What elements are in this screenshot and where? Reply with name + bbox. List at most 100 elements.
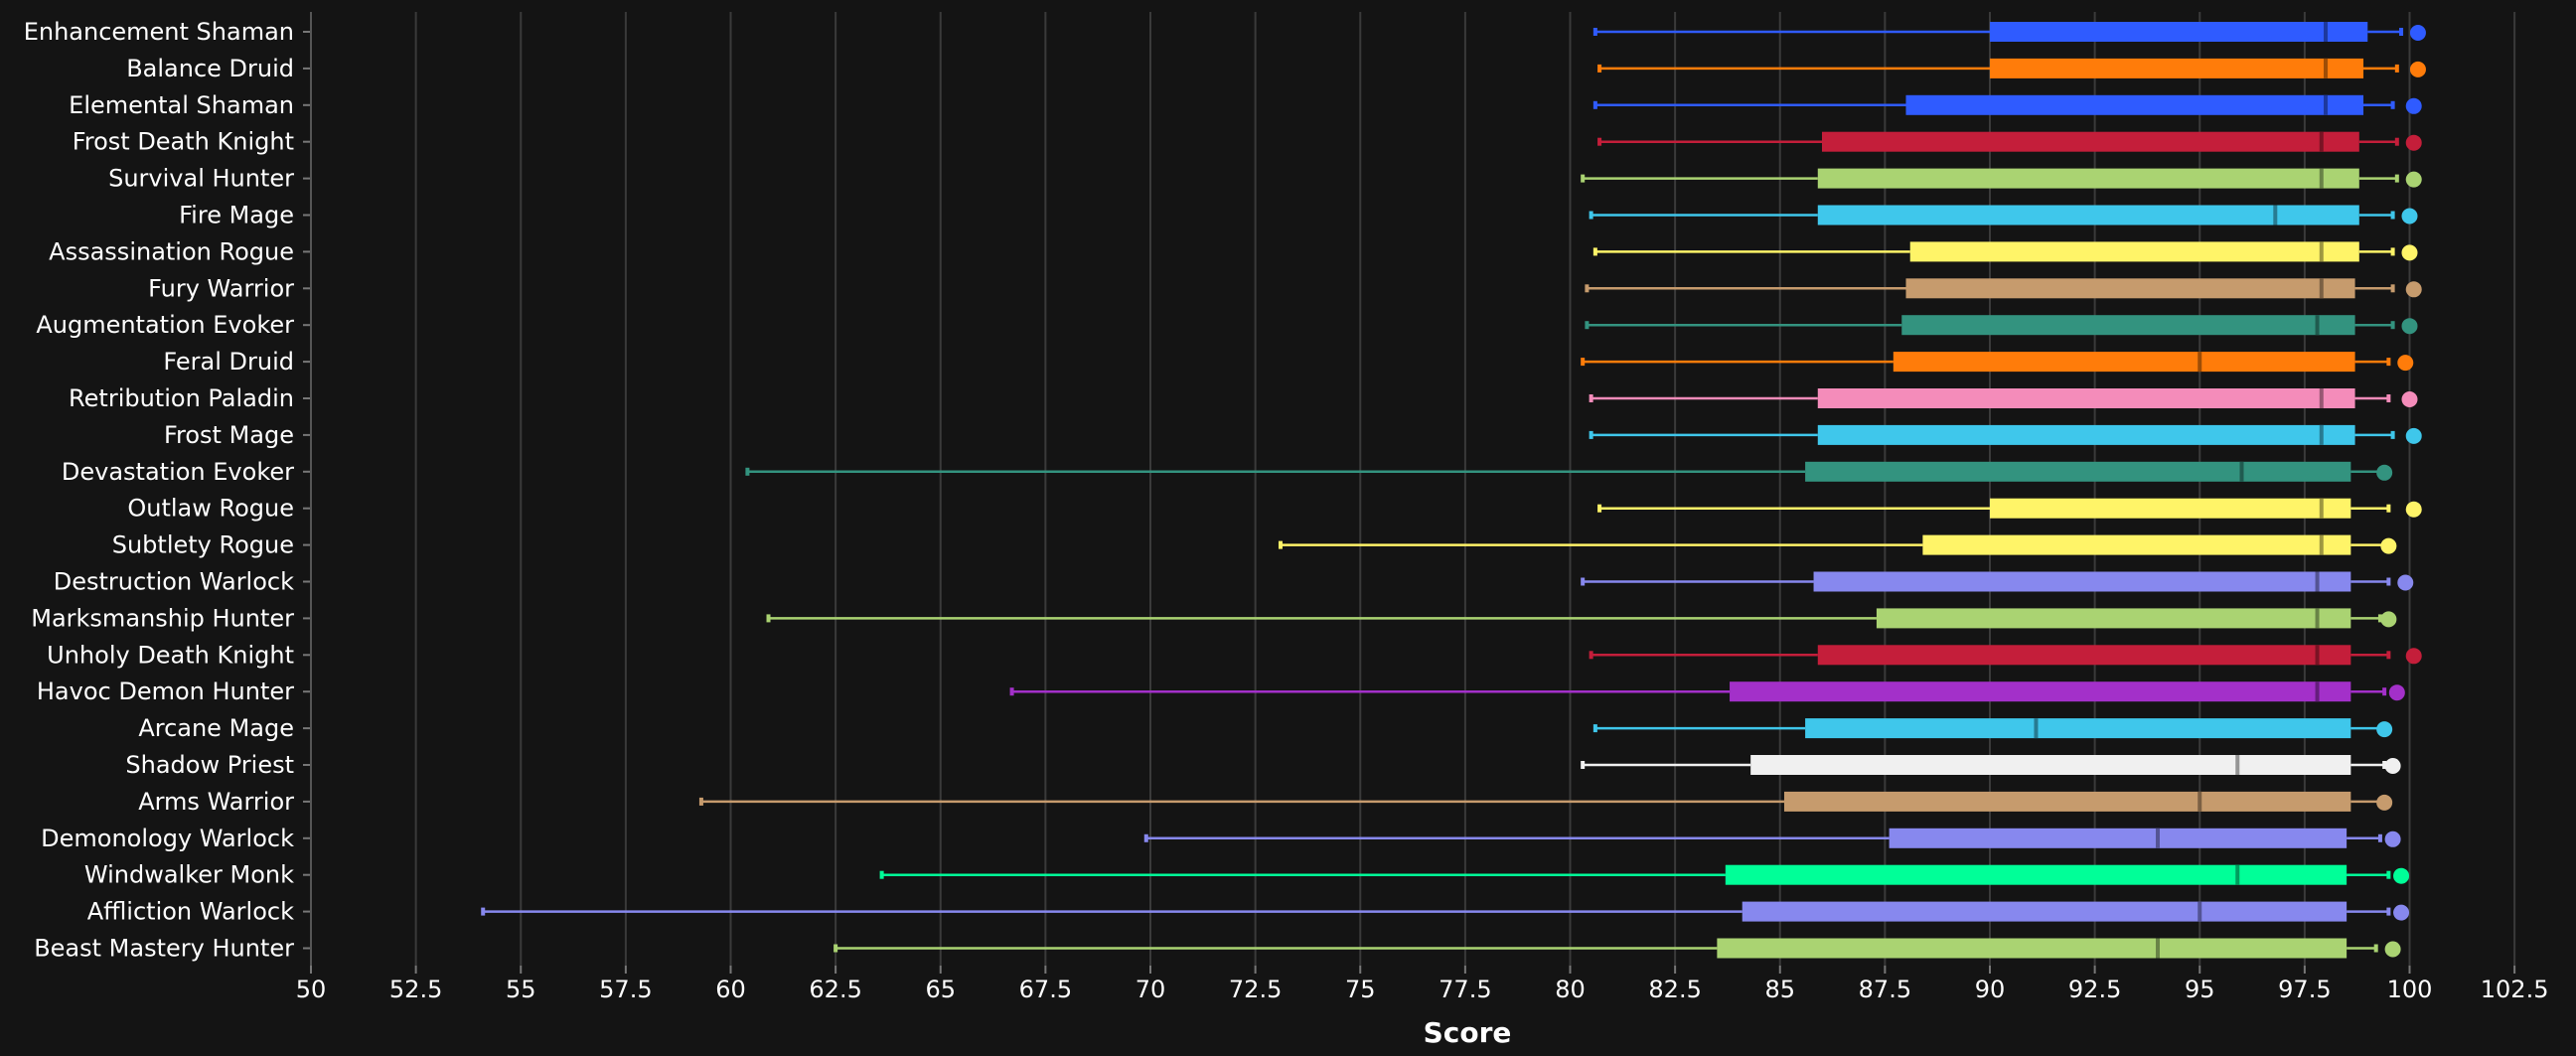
min-cap — [1589, 211, 1593, 220]
max-point — [2405, 501, 2422, 518]
median-line — [2319, 278, 2324, 299]
box-row — [1581, 168, 2422, 189]
iqr-box — [1805, 461, 2351, 482]
max-point — [2376, 721, 2393, 738]
median-line — [2315, 571, 2320, 592]
min-cap — [1585, 321, 1590, 330]
x-tick-label: 102.5 — [2481, 976, 2549, 1003]
x-tick-label: 75 — [1345, 976, 1376, 1003]
max-point — [2388, 684, 2405, 701]
max-cap — [2386, 870, 2391, 879]
category-label: Demonology Warlock — [41, 825, 294, 852]
min-cap — [1581, 358, 1586, 367]
min-cap — [698, 797, 703, 806]
max-cap — [2394, 64, 2399, 73]
iqr-box — [1990, 498, 2351, 519]
x-axis-title: Score — [1424, 1016, 1512, 1049]
x-tick-label: 50 — [296, 976, 327, 1003]
iqr-box — [1725, 864, 2348, 885]
category-label: Devastation Evoker — [62, 458, 294, 486]
median-line — [2319, 388, 2324, 408]
max-point — [2405, 134, 2422, 151]
max-point — [2397, 355, 2414, 372]
min-cap — [1581, 761, 1586, 769]
min-cap — [1589, 651, 1593, 660]
category-label: Havoc Demon Hunter — [37, 678, 294, 705]
box-row — [1581, 571, 2414, 592]
min-cap — [745, 467, 750, 476]
iqr-box — [1876, 608, 2351, 629]
median-line — [2319, 168, 2324, 189]
box-row — [1597, 58, 2426, 78]
iqr-box — [1817, 424, 2355, 445]
iqr-box — [1730, 681, 2351, 702]
min-cap — [481, 907, 486, 916]
max-point — [2405, 427, 2422, 444]
min-cap — [833, 944, 838, 953]
category-label: Balance Druid — [126, 55, 294, 82]
median-line — [2315, 608, 2320, 629]
category-label: Affliction Warlock — [87, 898, 294, 926]
max-cap — [2386, 394, 2391, 402]
iqr-box — [1990, 58, 2364, 78]
median-line — [2197, 352, 2202, 373]
iqr-box — [1822, 131, 2359, 152]
max-point — [2393, 904, 2410, 921]
min-cap — [1592, 100, 1597, 109]
max-cap — [2399, 28, 2404, 36]
iqr-box — [1817, 168, 2359, 189]
x-tick-label: 52.5 — [389, 976, 442, 1003]
x-tick-label: 65 — [925, 976, 956, 1003]
max-point — [2409, 61, 2426, 77]
category-labels: Enhancement Shaman Balance Druid Elemental… — [24, 18, 311, 963]
min-cap — [766, 614, 771, 623]
max-point — [2384, 758, 2401, 774]
min-cap — [1592, 724, 1597, 733]
category-label: Subtlety Rogue — [112, 531, 294, 559]
category-label: Elemental Shaman — [69, 91, 294, 119]
iqr-box — [1893, 352, 2355, 373]
iqr-box — [1817, 388, 2355, 408]
max-cap — [2377, 833, 2382, 842]
median-line — [2319, 131, 2324, 152]
max-point — [2376, 794, 2393, 811]
x-tick-label: 77.5 — [1439, 976, 1491, 1003]
median-line — [2324, 94, 2328, 115]
iqr-box — [1813, 571, 2351, 592]
category-label: Fire Mage — [179, 202, 294, 229]
median-line — [2034, 718, 2039, 739]
box-row — [1143, 828, 2401, 848]
box-row — [1597, 498, 2422, 519]
iqr-box — [1805, 718, 2351, 739]
max-point — [2401, 391, 2418, 407]
iqr-box — [1783, 791, 2351, 812]
max-cap — [2394, 174, 2399, 183]
min-cap — [1009, 687, 1014, 696]
min-cap — [1581, 174, 1586, 183]
median-line — [2197, 901, 2202, 922]
max-cap — [2390, 211, 2395, 220]
max-cap — [2390, 247, 2395, 256]
plot-area — [481, 22, 2426, 959]
min-cap — [1597, 64, 1602, 73]
max-point — [2376, 464, 2393, 481]
min-cap — [879, 870, 884, 879]
min-cap — [1589, 430, 1593, 439]
category-label: Fury Warrior — [148, 274, 294, 302]
median-line — [2315, 315, 2320, 336]
box-row — [1278, 534, 2397, 555]
box-row — [1589, 388, 2418, 408]
median-line — [2324, 22, 2328, 42]
max-cap — [2394, 137, 2399, 146]
category-label: Enhancement Shaman — [24, 18, 294, 46]
max-point — [2401, 244, 2418, 261]
max-cap — [2386, 504, 2391, 513]
x-axis-ticks: 50 52.5 55 57.5 60 62.5 65 67.5 70 72.5 75 77.5 80 82… — [296, 966, 2549, 1003]
median-line — [2239, 461, 2244, 482]
box-row — [1589, 424, 2422, 445]
iqr-box — [1817, 205, 2359, 226]
x-tick-label: 80 — [1555, 976, 1586, 1003]
min-cap — [1589, 394, 1593, 402]
iqr-box — [1817, 645, 2351, 666]
